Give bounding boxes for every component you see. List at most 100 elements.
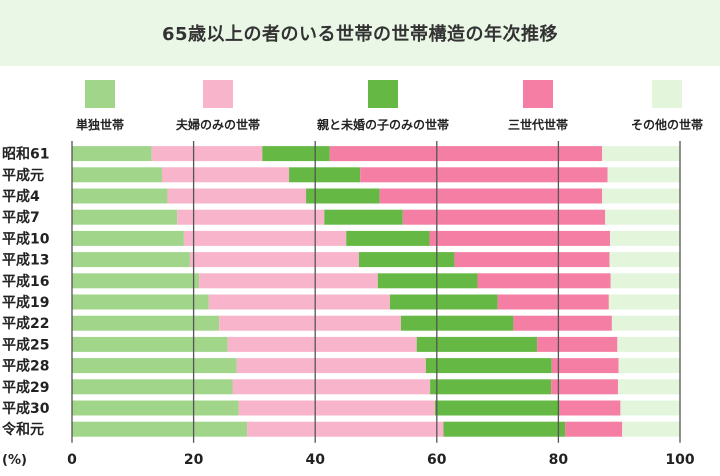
bar-segment	[551, 379, 618, 395]
legend-label: 夫婦のみの世帯	[175, 118, 261, 132]
bar-segment	[617, 379, 680, 395]
bar-segment	[72, 252, 190, 268]
bar-segment	[236, 358, 426, 374]
legend-swatch	[523, 80, 553, 108]
bar-segment	[430, 379, 552, 395]
bar-segment	[477, 273, 611, 289]
bar-segment	[434, 400, 560, 416]
category-label: 平成30	[2, 400, 50, 417]
bar-segment	[622, 421, 680, 437]
bar-segment	[306, 188, 380, 204]
bar-segment	[609, 252, 680, 268]
bar-segment	[551, 358, 619, 374]
category-label: 平成29	[2, 379, 49, 396]
bar-segment	[379, 188, 603, 204]
title-bar: 65歳以上の者のいる世帯の世帯構造の年次推移	[0, 0, 720, 66]
bar-segment	[400, 315, 514, 331]
legend-label: 三世代世帯	[507, 118, 569, 132]
bar-segment	[425, 358, 552, 374]
chart-title: 65歳以上の者のいる世帯の世帯構造の年次推移	[161, 24, 559, 45]
category-label: 平成4	[2, 188, 40, 205]
x-tick-label: 0	[67, 452, 77, 468]
category-label: 平成10	[2, 230, 50, 247]
bar-segment	[72, 230, 184, 246]
bar-segment	[72, 358, 237, 374]
bar-segment	[329, 146, 603, 162]
x-tick-label: 40	[305, 452, 325, 468]
legend-swatch	[652, 80, 682, 108]
bar-segment	[72, 209, 178, 225]
bar-segment	[151, 146, 263, 162]
bar-segment	[72, 379, 233, 395]
category-label: 平成28	[2, 358, 49, 375]
unit-label: (%)	[2, 453, 27, 468]
bar-segment	[559, 400, 621, 416]
bar-segment	[537, 336, 618, 352]
bar-segment	[72, 421, 248, 437]
bar-segment	[189, 252, 359, 268]
legend-swatch	[203, 80, 233, 108]
bar-segment	[513, 315, 612, 331]
bar-segment	[605, 209, 680, 225]
bar-segment	[247, 421, 444, 437]
legend-swatch	[85, 80, 115, 108]
bar-segment	[443, 421, 566, 437]
category-label: 平成16	[2, 273, 49, 290]
bar-segment	[208, 294, 390, 310]
bar-segment	[608, 294, 680, 310]
bar-segment	[72, 188, 168, 204]
bar-segment	[346, 230, 430, 246]
bar-segment	[610, 273, 680, 289]
bar-segment	[617, 336, 681, 352]
bar-segment	[72, 273, 200, 289]
bar-segment	[262, 146, 330, 162]
bar-segment	[324, 209, 403, 225]
bar-segment	[167, 188, 307, 204]
bar-segment	[602, 188, 680, 204]
bar-segment	[610, 230, 681, 246]
x-tick-label: 20	[184, 452, 204, 468]
bar-segment	[72, 294, 209, 310]
bar-segment	[72, 336, 228, 352]
category-label: 昭和61	[2, 147, 49, 163]
x-tick-label: 100	[665, 452, 694, 468]
bar-segment	[289, 167, 361, 183]
bar-segment	[219, 315, 401, 331]
bar-segment	[454, 252, 610, 268]
bar-segment	[611, 315, 680, 331]
legend-label: 単独世帯	[75, 118, 125, 132]
bar-segment	[497, 294, 609, 310]
bar-segment	[416, 336, 538, 352]
bar-segment	[618, 358, 680, 374]
category-label: 平成22	[2, 315, 49, 332]
category-label: 平成7	[2, 209, 40, 226]
bar-segment	[72, 315, 220, 331]
legend-label: 親と未婚の子のみの世帯	[316, 118, 450, 132]
bar-segment	[607, 167, 680, 183]
bar-segment	[161, 167, 290, 183]
bar-segment	[227, 336, 417, 352]
legend-swatch	[368, 80, 398, 108]
category-label: 令和元	[1, 421, 44, 438]
bar-segment	[183, 230, 347, 246]
category-label: 平成25	[2, 336, 49, 353]
bar-segment	[238, 400, 435, 416]
bar-segment	[232, 379, 431, 395]
bar-segment	[199, 273, 378, 289]
bar-segment	[358, 252, 455, 268]
bar-segment	[177, 209, 325, 225]
bar-segment	[377, 273, 478, 289]
bar-segment	[72, 146, 152, 162]
bar-segment	[602, 146, 680, 162]
x-tick-label: 60	[427, 452, 447, 468]
legend-label: その他の世帯	[630, 118, 704, 132]
x-tick-label: 80	[549, 452, 569, 468]
bar-segment	[389, 294, 498, 310]
bar-segment	[429, 230, 611, 246]
bar-segment	[402, 209, 606, 225]
category-label: 平成13	[2, 252, 49, 269]
bar-segment	[565, 421, 623, 437]
bar-segment	[72, 400, 239, 416]
